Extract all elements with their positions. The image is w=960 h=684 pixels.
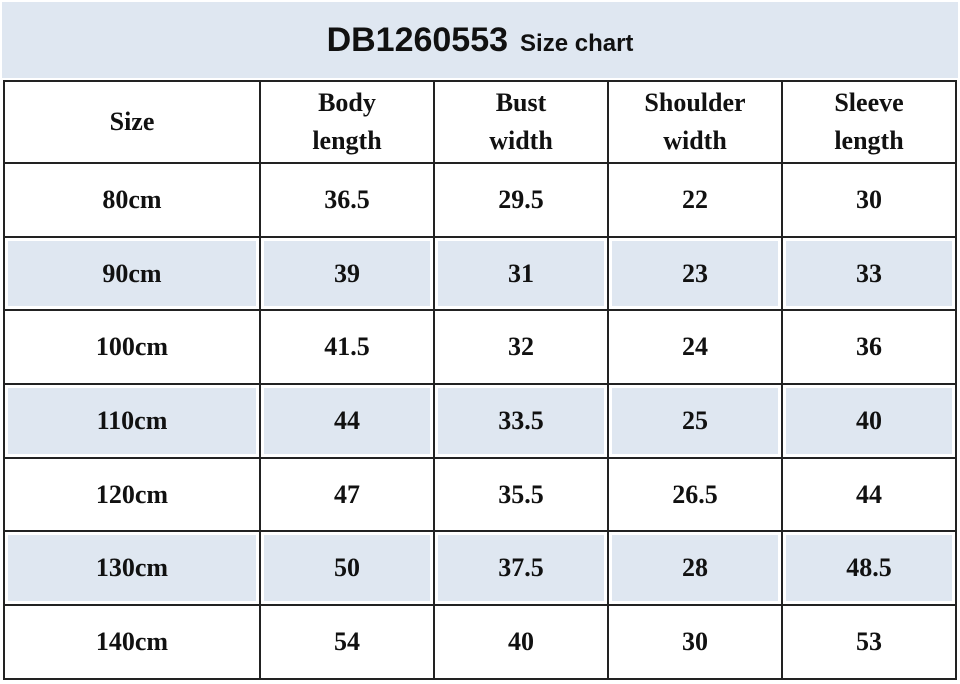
table-row: 110cm 44 33.5 25 40 [3, 383, 957, 459]
table-row: 90cm 39 31 23 33 [3, 235, 957, 312]
table-row: 100cm 41.5 32 24 36 [3, 309, 957, 386]
measurement-cell: 36 [781, 309, 957, 386]
measurement-cell: 48.5 [781, 530, 957, 607]
product-code: DB1260553 [326, 20, 509, 59]
measurement-cell: 29.5 [433, 162, 609, 238]
column-header: Shoulder width [607, 80, 783, 164]
column-header: Size [3, 80, 261, 164]
column-header-line: Shoulder [644, 88, 746, 117]
measurement-cell: 32 [433, 309, 609, 386]
column-header: Sleeve length [781, 80, 957, 164]
measurement-cell: 40 [433, 604, 609, 680]
table-row: 80cm 36.5 29.5 22 30 [3, 162, 957, 238]
header-row: Size Body length Bust width Shoulder width Slee… [3, 80, 957, 164]
measurement-cell: 26.5 [607, 456, 783, 533]
measurement-cell: 39 [259, 235, 435, 312]
column-header: Body length [259, 80, 435, 164]
column-header-line: Size [109, 107, 155, 136]
size-cell: 120cm [3, 456, 261, 533]
column-header-line: length [312, 126, 382, 155]
column-header-line: Bust [495, 88, 547, 117]
title-subtitle: Size chart [520, 30, 634, 57]
size-chart-table: Size Body length Bust width Shoulder width Slee… [3, 80, 957, 680]
table-row: 130cm 50 37.5 28 48.5 [3, 530, 957, 607]
measurement-cell: 22 [607, 162, 783, 238]
measurement-cell: 50 [259, 530, 435, 607]
measurement-cell: 30 [607, 604, 783, 680]
measurement-cell: 28 [607, 530, 783, 607]
column-header: Bust width [433, 80, 609, 164]
size-cell: 90cm [3, 235, 261, 312]
measurement-cell: 53 [781, 604, 957, 680]
title-bar: DB1260553 Size chart [2, 2, 958, 78]
size-cell: 80cm [3, 162, 261, 238]
measurement-cell: 54 [259, 604, 435, 680]
measurement-cell: 35.5 [433, 456, 609, 533]
measurement-cell: 36.5 [259, 162, 435, 238]
measurement-cell: 23 [607, 235, 783, 312]
measurement-cell: 44 [781, 456, 957, 533]
measurement-cell: 33.5 [433, 383, 609, 459]
measurement-cell: 33 [781, 235, 957, 312]
size-cell: 110cm [3, 383, 261, 459]
column-header-line: width [489, 126, 553, 155]
measurement-cell: 25 [607, 383, 783, 459]
column-header-line: width [663, 126, 727, 155]
measurement-cell: 24 [607, 309, 783, 386]
column-header-line: Body [318, 88, 376, 117]
column-header-line: Sleeve [834, 88, 904, 117]
table-row: 120cm 47 35.5 26.5 44 [3, 456, 957, 533]
size-cell: 100cm [3, 309, 261, 386]
size-cell: 130cm [3, 530, 261, 607]
measurement-cell: 44 [259, 383, 435, 459]
measurement-cell: 31 [433, 235, 609, 312]
measurement-cell: 41.5 [259, 309, 435, 386]
size-cell: 140cm [3, 604, 261, 680]
measurement-cell: 37.5 [433, 530, 609, 607]
column-header-line: length [834, 126, 904, 155]
measurement-cell: 40 [781, 383, 957, 459]
measurement-cell: 30 [781, 162, 957, 238]
measurement-cell: 47 [259, 456, 435, 533]
table-row: 140cm 54 40 30 53 [3, 604, 957, 680]
